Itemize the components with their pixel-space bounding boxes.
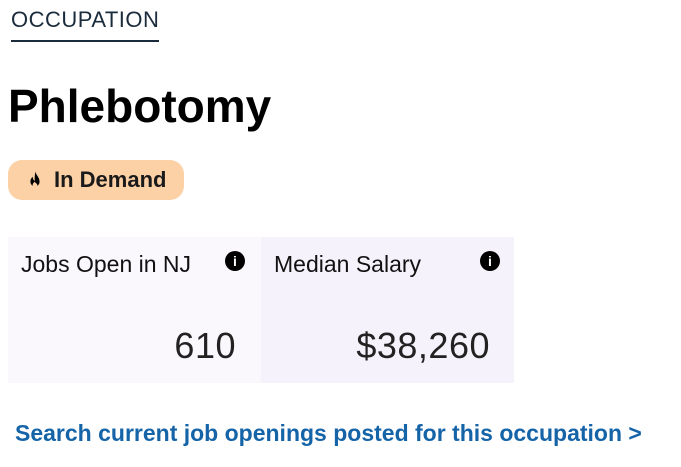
info-icon[interactable]: i [480,251,500,271]
median-salary-value: $38,260 [356,325,490,366]
page-title: Phlebotomy [8,80,272,132]
section-eyebrow: OCCUPATION [11,6,160,42]
search-job-openings-link[interactable]: Search current job openings posted for t… [15,420,642,446]
flame-icon [24,169,46,191]
jobs-open-card: Jobs Open in NJ i 610 [8,237,261,383]
badge-label: In Demand [54,167,167,192]
info-icon[interactable]: i [225,251,245,271]
stats-panel: Jobs Open in NJ i 610 Median Salary i $3… [8,237,514,383]
jobs-open-label: Jobs Open in NJ [21,251,192,277]
median-salary-card: Median Salary i $38,260 [261,237,514,383]
in-demand-badge: In Demand [8,160,185,200]
jobs-open-value: 610 [174,325,236,366]
median-salary-label: Median Salary [274,251,422,277]
